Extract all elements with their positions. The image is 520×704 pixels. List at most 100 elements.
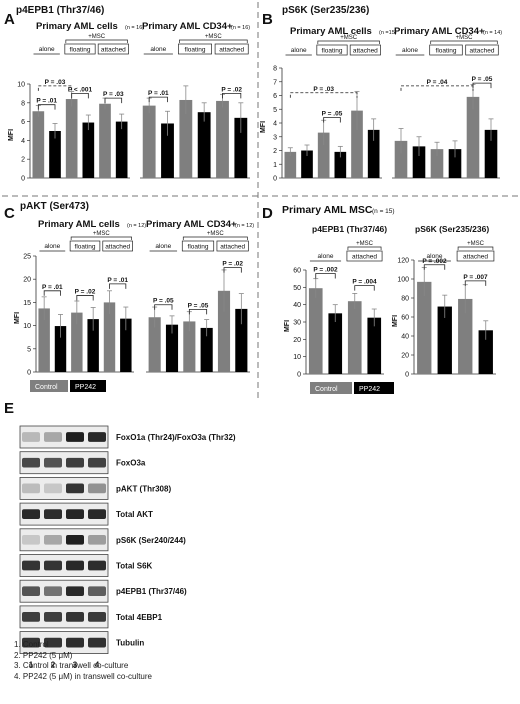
panel-a-title: p4EPB1 (Thr37/46)	[16, 5, 104, 16]
chart-title: Primary AML CD34+	[394, 26, 485, 37]
significance-bracket	[104, 97, 123, 104]
msc-bracket	[65, 39, 128, 43]
group-label-attached: attached	[353, 48, 378, 55]
bar-pp242	[200, 327, 213, 372]
blot-label: Total S6K	[116, 562, 153, 571]
group-label-alone: alone	[318, 253, 334, 260]
bar-control	[430, 149, 444, 178]
y-tick-label: 30	[293, 320, 301, 327]
blot-band	[66, 637, 84, 648]
blot-band	[22, 509, 40, 519]
panel-d-title: Primary AML MSC	[282, 204, 373, 216]
blot-band	[44, 457, 62, 468]
blot-label: pAKT (Thr308)	[116, 484, 171, 493]
blot-band	[66, 534, 84, 545]
blot-band	[22, 586, 40, 597]
y-axis-label: MFI	[8, 129, 15, 141]
bar-control	[32, 111, 45, 178]
legend-control-swatch-d	[310, 382, 352, 394]
group-label-floating: floating	[185, 47, 206, 54]
group-label-alone: alone	[402, 47, 418, 54]
p-value-label: P = .02	[221, 86, 242, 93]
blot-band	[22, 457, 40, 468]
group-box	[102, 240, 133, 252]
y-tick-label: 7	[273, 79, 277, 86]
msc-label: +MSC	[88, 34, 106, 40]
blot-band	[22, 432, 40, 442]
p-value-label: P = .002	[422, 258, 447, 265]
chart-c1: Primary AML cells (n = 12) 0 5 10 15 20 25 MFI al…	[14, 219, 146, 377]
bar-pp242	[197, 112, 211, 178]
blot-band	[22, 483, 40, 494]
blot-band	[88, 509, 106, 519]
group-box	[97, 43, 129, 55]
significance-bracket	[37, 104, 56, 110]
legend-pp242-swatch-d	[354, 382, 394, 394]
blot-band	[88, 586, 106, 597]
blot-strip	[19, 554, 109, 577]
blot-strip	[19, 451, 109, 475]
group-box	[64, 43, 96, 55]
chart-title: Primary AML cells	[36, 21, 118, 32]
bar-pp242	[484, 129, 498, 178]
lane-legend-item: 2. PP242 (5 μM)	[14, 650, 73, 660]
y-tick-label: 20	[293, 337, 301, 344]
chart-title: pS6K (Ser235/236)	[415, 224, 489, 234]
chart-title: Primary AML cells	[38, 219, 120, 230]
significance-bracket	[289, 92, 358, 98]
blot-row: FoxO1a (Thr24)/FoxO3a (Thr32)	[19, 425, 236, 449]
y-axis-label: MFI	[284, 320, 291, 332]
chart-a1: Primary AML cells (n = 16) 0 2 4 6 8 10 MFI alone…	[8, 21, 144, 183]
y-tick-label: 60	[401, 315, 409, 322]
significance-bracket	[76, 295, 94, 301]
p-value-label: P = .01	[148, 90, 169, 97]
group-label-alone: alone	[150, 46, 166, 53]
bar-pp242	[367, 129, 380, 178]
significance-bracket	[223, 267, 242, 273]
y-tick-label: 100	[397, 277, 409, 284]
chart-layer: Primary AML cells (n = 16)0246810MFIalone…	[8, 21, 502, 379]
chart-title: Primary AML cells	[290, 26, 372, 37]
blot-row: FoxO3a	[19, 451, 146, 475]
group-box	[181, 240, 215, 252]
p-value-label: P = .03	[45, 79, 66, 86]
bar-control	[394, 140, 408, 178]
y-tick-label: 10	[23, 323, 31, 330]
p-value-label: P = .05	[472, 76, 493, 83]
blot-band	[88, 560, 106, 571]
blot-band	[44, 509, 62, 519]
bar-control	[217, 290, 231, 372]
bar-control	[142, 105, 156, 178]
bar-control	[183, 321, 196, 372]
legend-pp242-swatch-c	[70, 380, 106, 392]
msc-label: +MSC	[207, 231, 225, 237]
group-label-floating: floating	[188, 244, 209, 251]
y-tick-label: 5	[273, 107, 277, 114]
lane-number: 2	[51, 660, 56, 669]
y-tick-label: 25	[23, 254, 31, 261]
blot-strip	[19, 605, 109, 629]
bar-pp242	[115, 121, 128, 178]
group-label-attached: attached	[105, 244, 130, 251]
blot-band	[22, 612, 40, 622]
blot-label: pS6K (Ser240/244)	[116, 536, 186, 545]
blot-band	[44, 586, 62, 597]
group-label-attached: attached	[219, 47, 244, 54]
msc-label: +MSC	[356, 241, 374, 247]
y-tick-label: 10	[17, 82, 25, 89]
bar-control	[216, 100, 229, 178]
p-value-label: P = .03	[313, 86, 334, 93]
group-box	[346, 250, 383, 262]
significance-bracket	[148, 96, 168, 103]
p-value-label: P = .02	[75, 288, 96, 295]
group-label-floating: floating	[436, 48, 457, 55]
blot-row: Total S6K	[19, 554, 153, 577]
chart-d2: pS6K (Ser235/236) 0 20 40 60 80 100 120 MFI alone…	[392, 224, 496, 379]
y-tick-label: 4	[21, 138, 25, 145]
blot-row: pS6K (Ser240/244)	[19, 528, 186, 552]
bar-control	[417, 281, 432, 374]
y-tick-label: 2	[21, 157, 25, 164]
blot-label: p4EPB1 (Thr37/46)	[116, 587, 187, 596]
y-tick-label: 80	[401, 296, 409, 303]
panel-a-letter: A	[4, 11, 15, 28]
